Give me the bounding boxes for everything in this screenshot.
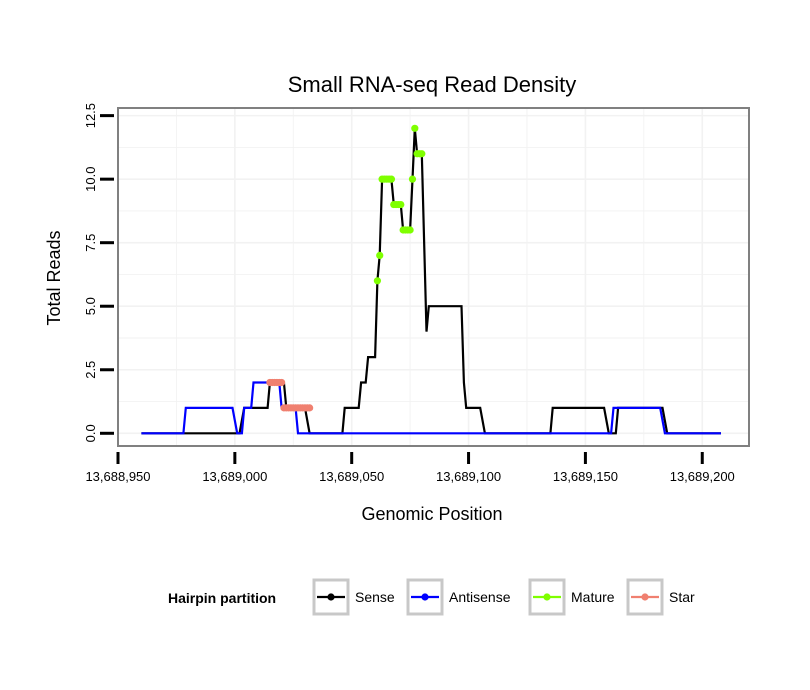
legend-key-point [641, 593, 649, 601]
y-axis-title: Total Reads [44, 230, 64, 325]
x-tick-label: 13,689,150 [553, 469, 618, 484]
data-point-mature [373, 277, 382, 285]
data-point-star [277, 378, 286, 387]
legend: Hairpin partition Sense Antisense Mature St… [168, 578, 695, 616]
y-tick-label: 10.0 [83, 167, 98, 192]
panel-border [117, 107, 750, 447]
legend-key-point [327, 593, 335, 601]
legend-label: Star [669, 589, 695, 605]
legend-item-sense: Sense [312, 578, 395, 616]
legend-title: Hairpin partition [168, 590, 276, 606]
data-point-mature [411, 124, 419, 132]
legend-key-point [543, 593, 551, 601]
y-tick-label: 12.5 [83, 103, 98, 128]
series-points-mature [373, 124, 426, 285]
chart-title: Small RNA-seq Read Density [288, 72, 577, 97]
legend-item-antisense: Antisense [406, 578, 511, 616]
x-tick-label: 13,689,000 [202, 469, 267, 484]
data-point-mature [418, 150, 426, 158]
legend-item-star: Star [626, 578, 695, 616]
data-point-mature [406, 226, 414, 234]
data-point-star [306, 404, 314, 412]
legend-label: Mature [571, 589, 615, 605]
x-tick-label: 13,689,200 [670, 469, 735, 484]
y-tick-label: 5.0 [83, 297, 98, 315]
legend-key-point [421, 593, 429, 601]
data-point-mature [387, 175, 396, 183]
x-tick-label: 13,689,100 [436, 469, 501, 484]
panel-background [118, 108, 749, 446]
x-tick-label: 13,688,950 [85, 469, 150, 484]
data-point-mature [408, 175, 417, 183]
legend-label: Antisense [449, 589, 511, 605]
y-tick-label: 0.0 [83, 424, 98, 442]
legend-label: Sense [355, 589, 395, 605]
data-point-mature [397, 200, 405, 209]
y-tick-label: 7.5 [83, 234, 98, 252]
series-line-sense [141, 128, 721, 435]
data-point-mature [376, 251, 384, 259]
y-tick-label: 2.5 [83, 361, 98, 379]
legend-item-mature: Mature [528, 578, 615, 616]
plot-panel [117, 107, 750, 447]
x-axis-title: Genomic Position [361, 504, 502, 524]
x-tick-label: 13,689,050 [319, 469, 384, 484]
series-points-star [266, 378, 314, 412]
